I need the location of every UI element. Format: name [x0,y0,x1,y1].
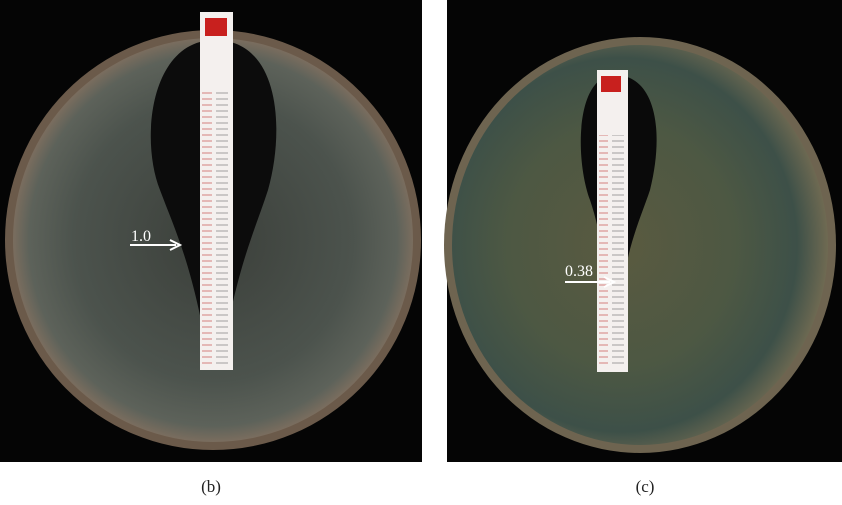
annotation: 1.0 [131,228,151,245]
page: 1.0 0.38 (b) (c) (() => { const data = J… [0,0,842,500]
figure: 1.0 0.38 (b) (c) [0,0,842,500]
panel-label: (b) [201,477,221,496]
strip-scale [202,88,231,366]
strip-logo [601,76,621,92]
panel-c: 0.38 [444,0,842,462]
panel-label: (c) [636,477,655,496]
strip-scale [599,135,626,367]
annotation: 0.38 [565,263,593,280]
strip-logo [205,18,227,36]
panel-b: 1.0 [0,0,422,462]
